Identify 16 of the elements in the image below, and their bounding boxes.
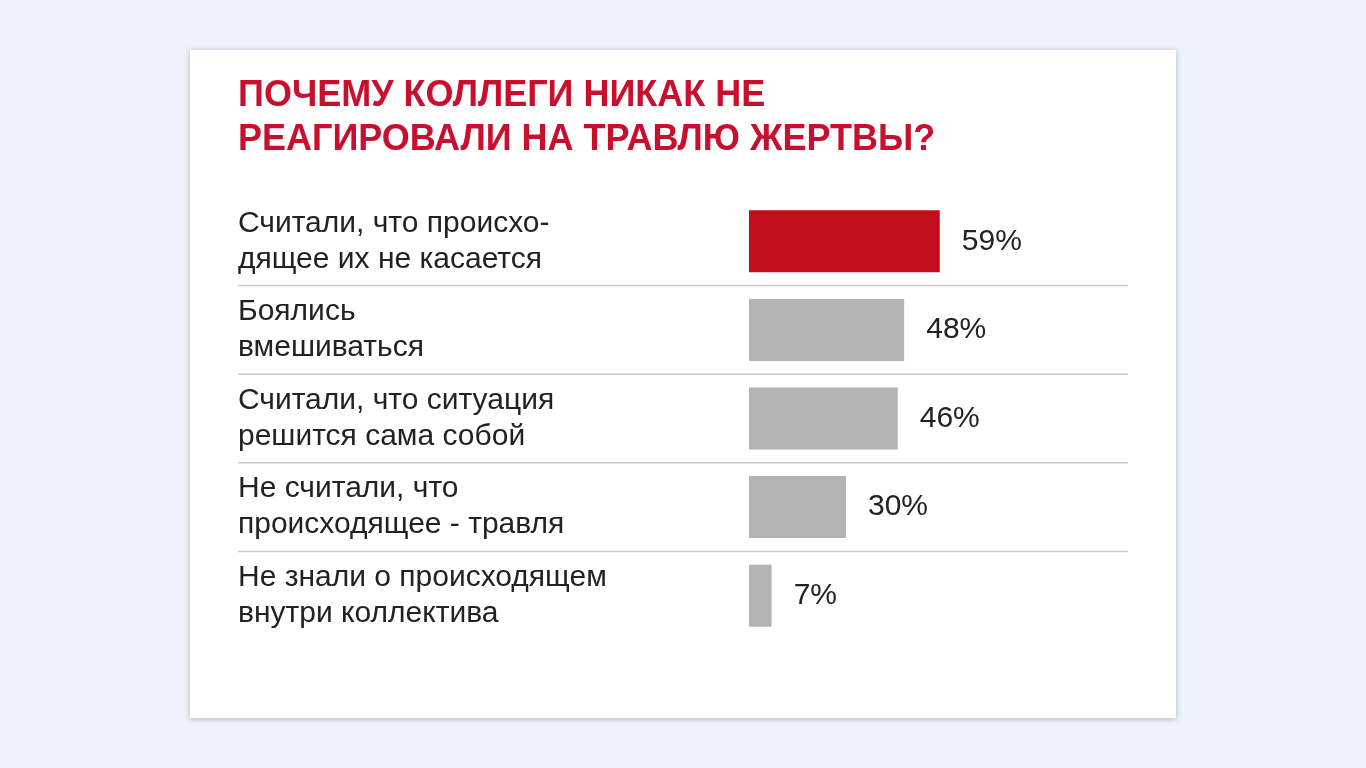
data-label: 59% (961, 222, 1022, 256)
data-label: 46% (919, 399, 980, 433)
y-tick-label: Не считали, что происходящее - травля (238, 470, 565, 540)
y-tick-label: Не знали о происходящем внутри коллектива (238, 558, 607, 628)
bar (749, 476, 846, 539)
bar (749, 298, 905, 361)
data-label: 30% (868, 488, 929, 522)
y-tick-label: Боялись вмешиваться (238, 293, 424, 363)
y-tick-label: Считали, что ситуация решится сама собой (238, 381, 555, 451)
bar (749, 564, 772, 627)
bar (749, 210, 940, 273)
data-label: 48% (926, 311, 987, 345)
bar (749, 387, 898, 450)
data-label: 7% (793, 576, 837, 610)
y-tick-label: Считали, что происхо- дящее их не касается (238, 204, 550, 274)
chart-title: ПОЧЕМУ КОЛЛЕГИ НИКАК НЕ РЕАГИРОВАЛИ НА ТРАВЛЮ ЖЕРТВЫ? (238, 72, 936, 160)
